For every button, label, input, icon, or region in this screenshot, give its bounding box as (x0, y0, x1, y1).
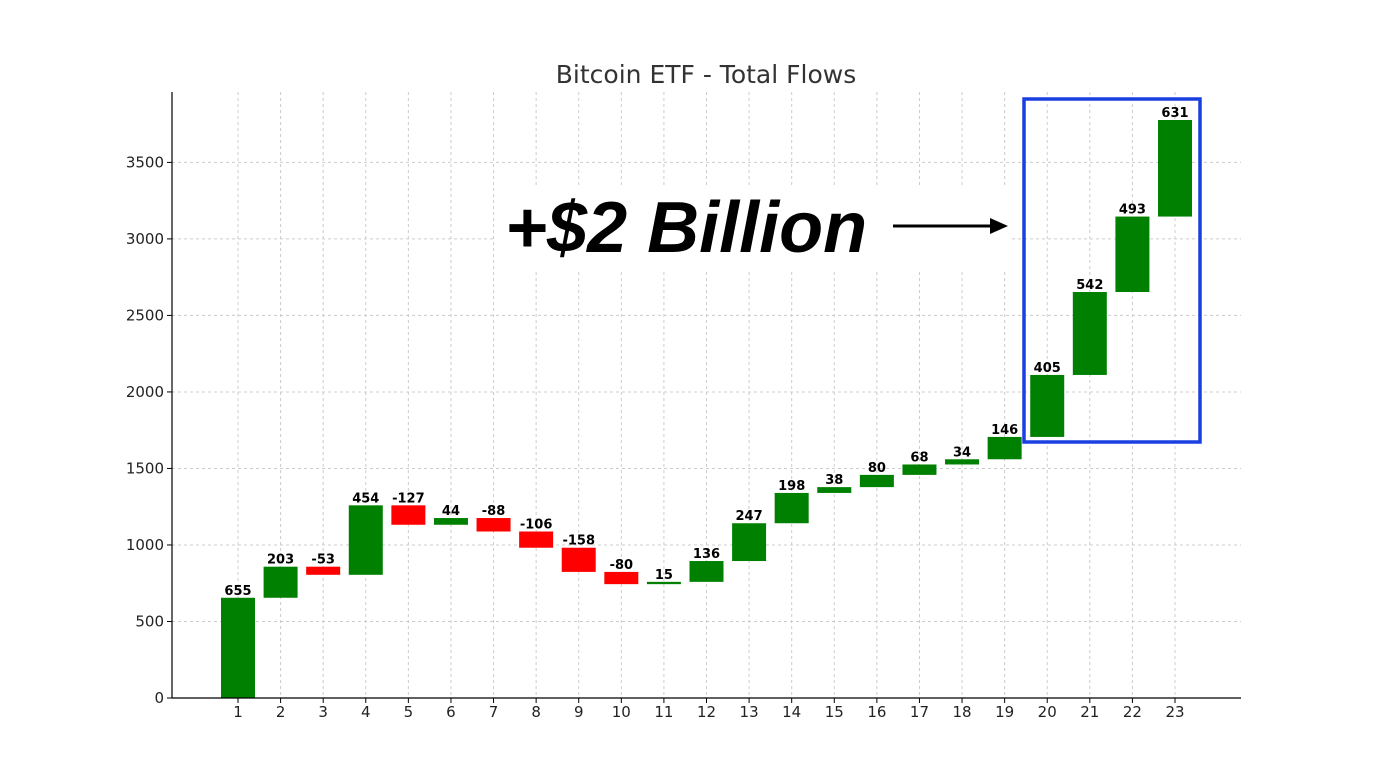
data-label-4: 454 (352, 491, 379, 506)
data-label-12: 136 (693, 547, 720, 562)
data-label-10: -80 (610, 558, 634, 573)
x-tick-label: 9 (574, 703, 584, 721)
y-tick-label: 2000 (126, 383, 164, 401)
x-tick-label: 4 (361, 703, 371, 721)
bar-3 (306, 566, 341, 575)
x-tick-label: 5 (404, 703, 414, 721)
x-tick-label: 22 (1123, 703, 1142, 721)
y-tick-label: 0 (154, 689, 164, 707)
bar-7 (476, 518, 511, 532)
bar-20 (1030, 374, 1065, 437)
data-label-21: 542 (1076, 278, 1103, 293)
x-tick-label: 1 (233, 703, 243, 721)
data-label-13: 247 (736, 509, 763, 524)
bar-4 (348, 505, 383, 575)
data-label-7: -88 (482, 504, 506, 519)
x-tick-label: 16 (867, 703, 886, 721)
bar-15 (817, 487, 852, 493)
data-label-19: 146 (991, 423, 1018, 438)
bar-6 (433, 518, 468, 525)
data-label-11: 15 (655, 568, 673, 583)
data-label-14: 198 (778, 479, 805, 494)
x-tick-label: 7 (489, 703, 499, 721)
bar-2 (263, 566, 298, 598)
bar-21 (1072, 292, 1107, 375)
x-tick-label: 3 (318, 703, 328, 721)
x-tick-label: 23 (1165, 703, 1184, 721)
data-label-6: 44 (442, 504, 460, 519)
bar-12 (689, 561, 724, 582)
data-label-16: 80 (868, 461, 886, 476)
x-tick-label: 20 (1038, 703, 1057, 721)
bar-16 (859, 474, 894, 488)
arrow-head-icon (990, 218, 1008, 234)
x-tick-label: 6 (446, 703, 456, 721)
bar-8 (519, 531, 554, 548)
x-tick-label: 11 (654, 703, 673, 721)
bar-17 (902, 464, 937, 475)
bar-22 (1115, 216, 1150, 293)
annotation-text: +$2 Billion (505, 188, 867, 268)
y-tick-label: 3500 (126, 153, 164, 171)
x-tick-label: 15 (825, 703, 844, 721)
x-tick-label: 17 (910, 703, 929, 721)
bar-10 (604, 571, 639, 585)
data-label-18: 34 (953, 445, 971, 460)
data-label-15: 38 (825, 473, 843, 488)
bar-18 (945, 459, 980, 465)
y-tick-label: 2500 (126, 306, 164, 324)
bar-14 (774, 492, 809, 524)
data-label-5: -127 (392, 491, 425, 506)
x-tick-label: 12 (697, 703, 716, 721)
data-label-2: 203 (267, 553, 294, 568)
highlight-box (1022, 97, 1202, 444)
data-label-23: 631 (1161, 106, 1188, 121)
bar-19 (987, 436, 1022, 460)
y-tick-label: 3000 (126, 230, 164, 248)
bar-1 (221, 597, 255, 698)
y-tick-label: 500 (135, 612, 164, 630)
grid (172, 92, 1241, 698)
x-tick-label: 21 (1080, 703, 1099, 721)
x-tick-label: 10 (612, 703, 631, 721)
data-label-8: -106 (520, 518, 553, 533)
bars: 655 203 -53 454 -127 44 -88 -106 -158 -80 15 136 247… (221, 106, 1192, 698)
bar-23 (1158, 120, 1192, 217)
x-tick-label: 14 (782, 703, 801, 721)
y-tick-label: 1500 (126, 459, 164, 477)
x-tick-label: 8 (531, 703, 541, 721)
bar-13 (732, 523, 767, 562)
x-tick-label: 13 (740, 703, 759, 721)
bar-9 (561, 547, 596, 572)
data-label-22: 493 (1119, 203, 1146, 218)
data-label-3: -53 (311, 553, 335, 568)
x-tick-label: 2 (276, 703, 286, 721)
data-label-9: -158 (562, 534, 595, 549)
data-label-20: 405 (1034, 361, 1061, 376)
bar-11 (646, 581, 681, 585)
data-label-1: 655 (224, 584, 251, 599)
x-tick-label: 19 (995, 703, 1014, 721)
bar-5 (391, 505, 426, 525)
y-tick-label: 1000 (126, 536, 164, 554)
chart-title: Bitcoin ETF - Total Flows (556, 60, 856, 89)
data-label-17: 68 (910, 450, 928, 465)
x-tick-label: 18 (952, 703, 971, 721)
